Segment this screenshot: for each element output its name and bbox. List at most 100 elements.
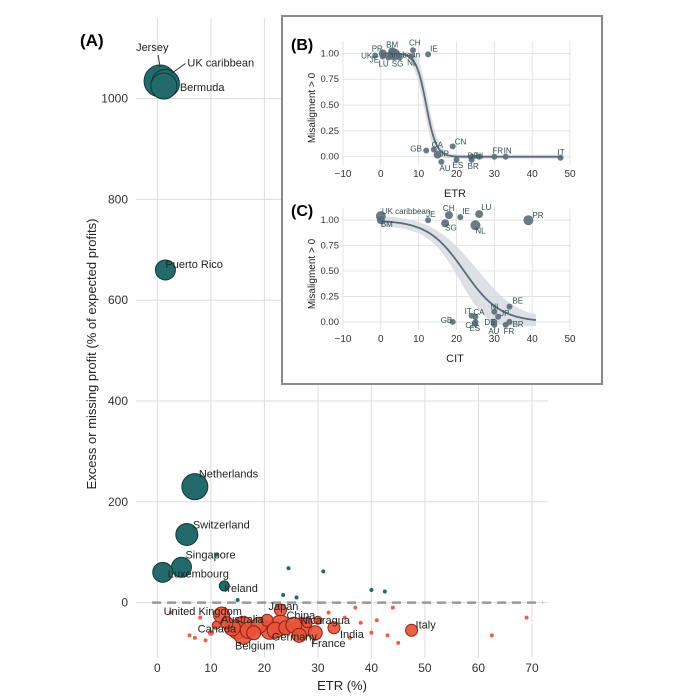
panel-c-point-label: JP [500,309,509,318]
panel-a-point-label: France [311,638,345,650]
panel-c-point-label: BR [512,320,523,329]
panel-c-point-label: LU [481,203,491,212]
panel-c-x-tick-label: 20 [451,334,463,345]
panel-c-point [506,303,513,310]
panel-a-negative-point [405,623,419,637]
panel-c-title: (C) [291,203,313,220]
panel-c-point [491,318,498,325]
panel-c-x-tick-label: 40 [527,334,539,345]
panel-c-point-label: IE [462,207,470,216]
panel-a-x-tick-label: 50 [418,661,432,675]
panel-b-point [372,52,379,59]
panel-b-point [502,153,509,160]
panel-a-negative-point [192,635,197,640]
panel-a-negative-point [246,625,262,641]
panel-a-negative-point [327,621,341,635]
panel-b-point-label: GB [410,145,422,154]
panel-a-positive-point [281,593,286,598]
inset-frame [281,15,603,385]
panel-a-negative-point [369,630,374,635]
panel-b-point [423,147,430,154]
panel-c-point-label: AU [488,327,499,336]
panel-a-positive-point [150,72,178,100]
panel-b-point-label: CH [409,38,421,47]
panel-b-point [453,156,460,163]
panel-a-point-label: China [286,610,316,622]
panel-b-point [449,143,456,150]
panel-b-point [409,47,416,54]
panel-a-negative-point [385,633,390,638]
panel-c-y-tick-label: 0.50 [321,266,340,277]
panel-b-point-label: JP [440,150,449,159]
panel-c-point-label: SG [445,223,457,232]
panel-b-x-tick-label: 30 [489,169,501,180]
panel-b-point-label: CN [455,137,467,146]
panel-a-point-label: Switzerland [193,520,250,532]
panel-b-x-tick-label: 40 [527,169,539,180]
panel-a-negative-point [198,615,203,620]
panel-a-positive-point [286,566,291,571]
panel-a-x-axis-label: ETR (%) [317,678,367,693]
panel-a-point-label: Belgium [235,640,275,652]
panel-b-point-label: BR [468,162,479,171]
panel-c-point [444,211,453,220]
panel-b-point-label: NI [475,152,483,161]
panel-c-point-label: CN [465,321,477,330]
panel-c-x-tick-label: 0 [378,334,384,345]
panel-c-point [472,313,479,320]
panel-c-point [457,214,464,221]
panel-b-point [468,153,475,160]
panel-c-confidence-band [380,216,536,326]
panel-a-negative-point [301,617,313,629]
panel-b-point [425,51,432,58]
panel-c-point-label: NI [490,303,498,312]
panel-a-negative-point [326,610,331,615]
panel-b-point-label: LU [378,60,388,69]
panel-b-title: (B) [291,37,313,54]
panel-c-point [475,210,484,219]
panel-a-title: (A) [80,31,104,50]
panel-a-negative-point [203,638,208,643]
panel-b-y-tick-label: 0.75 [321,74,340,85]
panel-c-point [523,215,534,226]
panel-b-y-tick-label: 0.25 [321,126,340,137]
panel-a-negative-point [358,620,363,625]
panel-b-point [408,53,415,60]
panel-a-point-label: Luxembourg [168,568,229,580]
panel-a-y-tick-label: 800 [108,192,128,206]
panel-a-negative-point [211,620,221,630]
panel-a-point-label: Jersey [136,42,169,54]
panel-b-point-label: PR [372,44,383,53]
panel-a-negative-point [313,615,323,625]
panel-a-positive-point [187,567,192,572]
panel-b-point [433,150,442,159]
panel-a-positive-point [214,552,219,557]
panel-a-leader-line [157,54,161,68]
panel-b-point [438,158,445,165]
panel-a-point-label: Italy [416,619,437,631]
panel-c-point-label: CH [443,204,455,213]
panel-a-positive-point [152,561,174,583]
panel-a-negative-point [348,635,353,640]
panel-a-negative-point [220,616,234,630]
panel-a-negative-point [342,615,347,620]
panel-a-y-tick-label: 600 [108,293,128,307]
panel-a-point-label: Ireland [224,583,258,595]
panel-a-point-label: Singapore [185,549,235,561]
panel-b-point-label: JE [370,56,379,65]
panel-c-point [441,219,450,228]
panel-a-point-label: Australia [221,614,265,626]
panel-b-point-label: NL [407,59,418,68]
panel-b-point [430,146,437,153]
panel-b-point-label: SG [392,60,404,69]
panel-b-x-tick-label: 50 [564,169,576,180]
panel-a-point-label: India [340,629,365,641]
panel-b-point-label: UK [361,51,373,60]
panel-b-point-label: FR [492,147,503,156]
panel-a-x-tick-label: 20 [258,661,272,675]
panel-a-negative-point [168,610,173,615]
panel-c-point [470,220,481,231]
panel-a-x-tick-label: 0 [154,661,161,675]
panel-c-point-label: NL [475,226,486,235]
